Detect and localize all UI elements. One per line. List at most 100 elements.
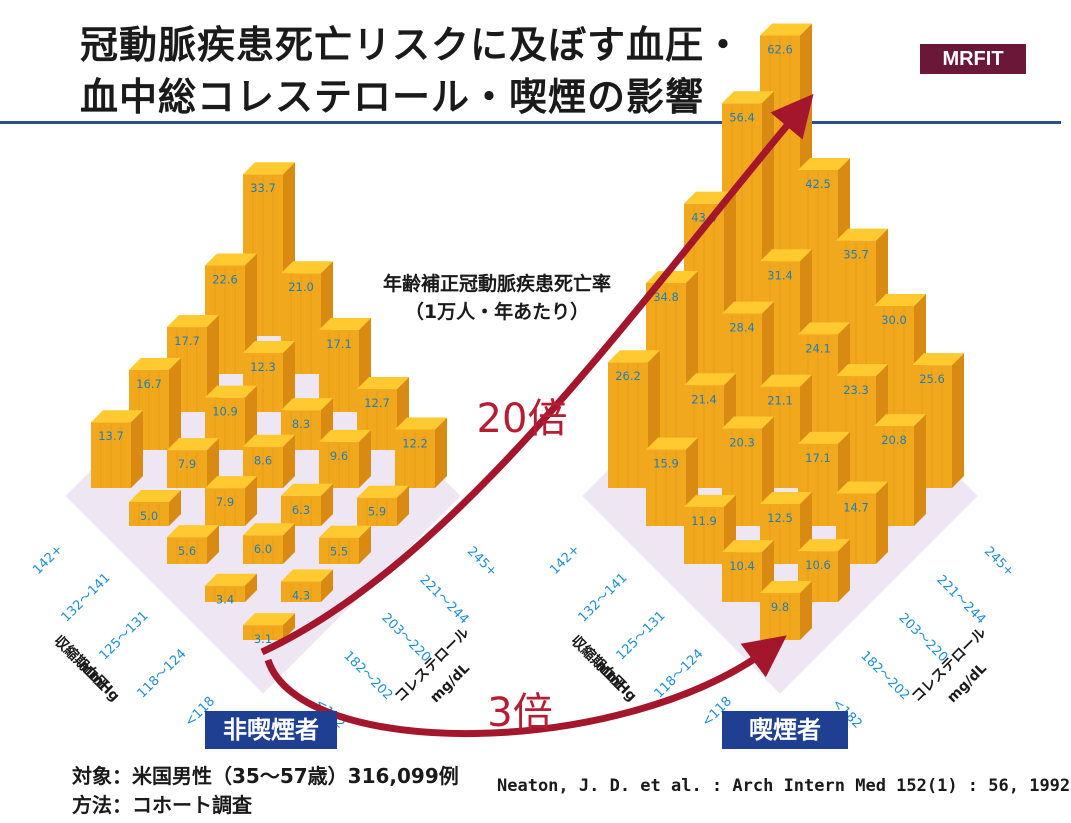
bar-nonsmoker-bp3-chol0: 5.0 [129, 490, 181, 526]
bp-tick-label: 125〜131 [614, 608, 669, 663]
arrow-3x [264, 635, 787, 738]
bar-value-label: 17.1 [326, 337, 352, 351]
subject-note: 対象：米国男性（35〜57歳）316,099例 [72, 764, 459, 788]
bar-value-label: 56.4 [729, 110, 755, 124]
bar-value-label: 5.0 [140, 509, 158, 523]
arrow-20x [260, 93, 814, 656]
chol-tick-label: 245+ [464, 544, 500, 580]
bar-value-label: 6.0 [254, 542, 272, 556]
chart-bars: 33.7 21.0 22.6 17.1 12.3 17.7 12.7 8.3 10.9 16.7 1… [91, 23, 964, 646]
bar-value-label: 10.6 [805, 558, 831, 572]
bar-value-label: 14.7 [843, 500, 869, 514]
bp-tick-label: 142+ [30, 542, 66, 578]
bar-smoker-bp0-chol3: 20.8 [874, 414, 926, 526]
bar-value-label: 12.5 [767, 511, 793, 525]
bar-value-label: 35.7 [843, 248, 869, 262]
bar-value-label: 12.3 [250, 360, 276, 374]
page-title-line-1: 冠動脈疾患死亡リスクに及ぼす血圧・ [80, 23, 744, 67]
chart-floor [65, 298, 461, 694]
bar-value-label: 5.5 [330, 545, 348, 559]
bar-value-label: 7.9 [216, 495, 234, 509]
bar-nonsmoker-bp1-chol3: 9.6 [319, 429, 371, 488]
study-badge: MRFIT [920, 44, 1026, 74]
bp-axis-title: mmHg [75, 658, 122, 705]
chol-tick-label: 221〜244 [416, 572, 471, 627]
chol-tick-label: 203〜220 [378, 610, 433, 665]
bar-value-label: 21.0 [288, 280, 314, 294]
bar-value-label: 12.2 [402, 436, 428, 450]
bar-nonsmoker-bp0-chol1: 4.3 [281, 569, 333, 602]
bar-value-label: 20.3 [729, 436, 755, 450]
bar-smoker-bp2-chol0: 11.9 [684, 494, 736, 564]
bar-value-label: 31.4 [767, 268, 793, 282]
comparison-arrows [260, 93, 814, 738]
bar-value-label: 16.7 [136, 377, 162, 391]
bar-nonsmoker-bp1-chol2: 6.3 [281, 483, 333, 526]
bar-smoker-bp1-chol0: 10.4 [722, 540, 774, 602]
bar-value-label: 17.1 [805, 451, 831, 465]
method-note: 方法：コホート調査 [72, 793, 252, 817]
bar-nonsmoker-bp0-chol0: 3.1 [243, 613, 295, 646]
bar-value-label: 23.3 [843, 383, 869, 397]
bar-value-label: 34.8 [653, 290, 679, 304]
bar-value-label: 11.9 [691, 514, 717, 528]
bar-nonsmoker-bp4-chol1: 16.7 [129, 357, 181, 450]
bar-nonsmoker-bp0-chol3: 5.9 [357, 485, 409, 526]
bar-smoker-bp0-chol0: 9.8 [760, 580, 812, 640]
page-title-line-2: 血中総コレステロール・喫煙の影響 [80, 75, 705, 119]
bar-value-label: 5.9 [368, 505, 386, 519]
bar-nonsmoker-bp2-chol0: 5.6 [167, 525, 219, 564]
citation: Neaton, J. D. et al. : Arch Intern Med 1… [497, 776, 1071, 796]
bar-value-label: 17.7 [174, 334, 200, 348]
bar-value-label: 3.1 [254, 632, 272, 646]
bar-value-label: 5.6 [178, 544, 196, 558]
bar-nonsmoker-bp4-chol0: 13.7 [91, 410, 143, 488]
title-divider [0, 121, 1061, 124]
bar-value-label: 3.4 [216, 593, 234, 607]
bar-value-label: 26.2 [615, 369, 641, 383]
bp-tick-label: 125〜131 [97, 608, 152, 663]
smoker-label: 喫煙者 [722, 711, 848, 749]
bar-value-label: 10.4 [729, 559, 755, 573]
bar-value-label: 20.8 [881, 433, 907, 447]
bar-value-label: 8.6 [254, 454, 272, 468]
bar-nonsmoker-bp1-chol0: 3.4 [205, 573, 257, 607]
bp-tick-label: 118〜124 [135, 646, 190, 701]
bar-value-label: 28.4 [729, 321, 755, 335]
bar-value-label: 13.7 [98, 429, 124, 443]
bp-axis-title: mmHg [592, 658, 639, 705]
chol-tick-label: 221〜244 [933, 572, 988, 627]
bar-value-label: 9.8 [771, 600, 789, 614]
bar-value-label: 22.6 [212, 273, 238, 287]
bar-nonsmoker-bp3-chol1: 7.9 [167, 438, 219, 488]
bar-value-label: 12.7 [364, 396, 390, 410]
bar-value-label: 9.6 [330, 449, 348, 463]
bar-value-label: 4.3 [292, 588, 310, 602]
bar-value-label: 6.3 [292, 503, 310, 517]
bar-value-label: 42.5 [805, 177, 831, 191]
bp-tick-label: 132〜141 [576, 570, 631, 625]
ratio-20x-label: 20倍 [477, 396, 568, 442]
bar-value-label: 24.1 [805, 341, 831, 355]
chart-subtitle-line-2: （1万人・年あたり） [405, 300, 589, 323]
bp-tick-label: 132〜141 [59, 570, 114, 625]
bar-value-label: 15.9 [653, 457, 679, 471]
bar-value-label: 30.0 [881, 313, 907, 327]
chol-tick-label: 182〜202 [340, 648, 395, 703]
bar-nonsmoker-bp2-chol1: 7.9 [205, 476, 257, 526]
bar-value-label: 8.3 [292, 417, 310, 431]
bar-value-label: 10.9 [212, 405, 238, 419]
bp-tick-label: 142+ [547, 542, 583, 578]
bar-value-label: 33.7 [250, 181, 276, 195]
bar-value-label: 25.6 [919, 372, 945, 386]
chol-tick-label: 245+ [981, 544, 1017, 580]
bar-value-label: 21.1 [767, 394, 793, 408]
bar-value-label: 7.9 [178, 457, 196, 471]
chol-tick-label: 203〜220 [895, 610, 950, 665]
bar-nonsmoker-bp0-chol4: 12.2 [395, 417, 447, 488]
ratio-3x-label: 3倍 [487, 690, 552, 736]
bar-nonsmoker-bp0-chol2: 5.5 [319, 525, 371, 564]
bar-value-label: 62.6 [767, 43, 793, 57]
chart-subtitle-line-1: 年齢補正冠動脈疾患死亡率 [383, 272, 611, 295]
